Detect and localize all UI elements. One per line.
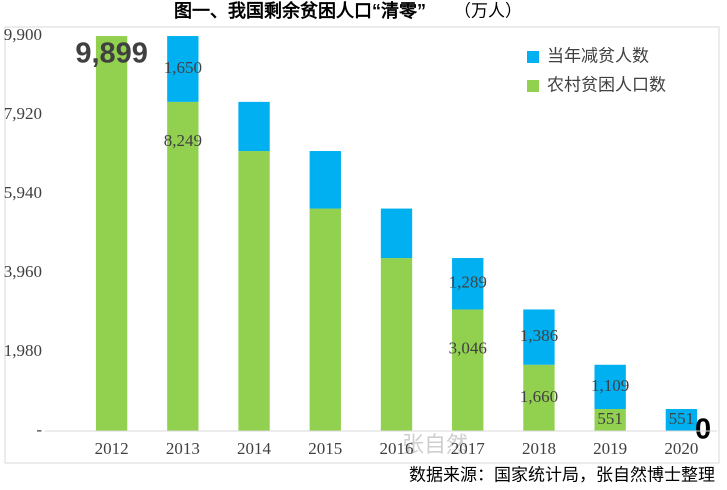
x-tick-label: 2016 <box>380 439 414 458</box>
legend-swatch <box>527 80 539 92</box>
bar-segment <box>309 208 341 431</box>
data-label: 551 <box>669 409 695 428</box>
y-tick-label: 9,900 <box>4 25 42 44</box>
bar-segment <box>523 364 555 431</box>
x-tick-label: 2013 <box>166 439 200 458</box>
y-tick-label: 7,920 <box>4 104 42 123</box>
source-note: 数据来源：国家统计局，张自然博士整理 <box>409 465 715 484</box>
bar-segment <box>238 151 270 431</box>
bar-segment <box>380 208 413 259</box>
bar-segment <box>95 36 128 432</box>
data-label: 1,109 <box>591 376 629 395</box>
legend-swatch <box>527 51 539 63</box>
data-label: 3,046 <box>449 338 487 357</box>
bar-segment <box>380 258 413 431</box>
bar-segment <box>523 309 555 365</box>
bar-segment <box>238 101 270 152</box>
x-tick-label: 2020 <box>664 439 698 458</box>
legend-label: 当年减贫人数 <box>547 46 649 65</box>
x-tick-label: 2017 <box>451 439 486 458</box>
data-label: 0 <box>695 414 711 446</box>
data-label: 8,249 <box>164 131 202 150</box>
data-label: 9,899 <box>75 38 148 70</box>
chart-unit: （万人） <box>454 1 522 20</box>
data-label: 551 <box>597 409 623 428</box>
data-label: 1,386 <box>520 326 558 345</box>
x-tick-label: 2019 <box>593 439 627 458</box>
bar-segment <box>594 409 626 431</box>
chart-frame <box>4 26 720 464</box>
x-tick-label: 2015 <box>308 439 342 458</box>
bar-segment <box>452 309 484 431</box>
watermark: 张自然 <box>402 432 468 457</box>
chart-title: 图一、我国剩余贫困人口“清零” <box>174 0 426 21</box>
data-label: 1,660 <box>520 387 558 406</box>
bar-segment <box>167 36 199 102</box>
y-tick-label: 3,960 <box>4 262 42 281</box>
y-tick-label: 5,940 <box>4 183 42 202</box>
bar-segment <box>452 258 484 310</box>
y-tick-label: - <box>36 420 42 439</box>
bar-segment <box>167 101 199 431</box>
legend-label: 农村贫困人口数 <box>547 75 666 94</box>
x-tick-label: 2012 <box>95 439 129 458</box>
bar-segment <box>594 364 626 410</box>
y-tick-label: 1,980 <box>4 341 42 360</box>
data-label: 1,289 <box>449 273 487 292</box>
data-label: 1,650 <box>164 58 202 77</box>
bar-segment <box>665 409 698 431</box>
x-tick-label: 2014 <box>237 439 272 458</box>
bar-segment <box>309 151 341 209</box>
x-tick-label: 2018 <box>522 439 556 458</box>
